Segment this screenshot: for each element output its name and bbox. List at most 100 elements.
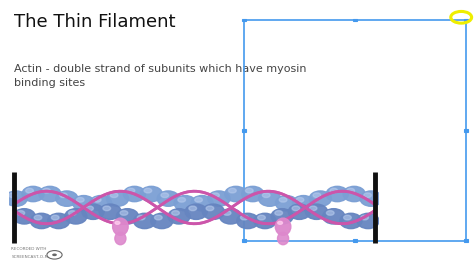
Ellipse shape bbox=[310, 191, 331, 206]
Ellipse shape bbox=[340, 213, 362, 229]
Ellipse shape bbox=[323, 209, 345, 224]
Ellipse shape bbox=[343, 186, 365, 202]
Ellipse shape bbox=[69, 211, 76, 215]
Ellipse shape bbox=[82, 204, 104, 219]
Ellipse shape bbox=[246, 188, 253, 193]
Ellipse shape bbox=[279, 198, 287, 202]
Ellipse shape bbox=[326, 186, 348, 202]
Ellipse shape bbox=[155, 215, 162, 220]
Bar bbox=[464, 129, 468, 132]
Ellipse shape bbox=[364, 193, 372, 198]
Ellipse shape bbox=[93, 198, 101, 202]
Ellipse shape bbox=[140, 186, 163, 202]
Bar bbox=[242, 19, 246, 21]
Ellipse shape bbox=[258, 215, 265, 220]
Ellipse shape bbox=[275, 196, 298, 211]
Ellipse shape bbox=[206, 206, 214, 211]
Ellipse shape bbox=[296, 198, 304, 202]
Ellipse shape bbox=[123, 186, 146, 202]
Ellipse shape bbox=[288, 204, 310, 219]
Bar bbox=[242, 239, 246, 242]
Ellipse shape bbox=[157, 191, 179, 206]
Ellipse shape bbox=[137, 215, 145, 220]
Ellipse shape bbox=[13, 209, 36, 224]
Ellipse shape bbox=[115, 221, 120, 224]
Ellipse shape bbox=[185, 204, 207, 219]
Ellipse shape bbox=[65, 209, 87, 224]
Ellipse shape bbox=[208, 191, 230, 206]
Ellipse shape bbox=[240, 215, 248, 220]
Ellipse shape bbox=[113, 218, 128, 235]
Ellipse shape bbox=[262, 193, 270, 198]
Ellipse shape bbox=[219, 209, 242, 224]
Ellipse shape bbox=[278, 221, 283, 224]
Ellipse shape bbox=[357, 213, 379, 229]
Ellipse shape bbox=[189, 206, 197, 211]
Ellipse shape bbox=[43, 188, 50, 193]
Bar bbox=[244, 20, 466, 241]
Text: SCREENCAST-O-MATIC: SCREENCAST-O-MATIC bbox=[11, 255, 57, 259]
Bar bbox=[353, 239, 357, 242]
Ellipse shape bbox=[172, 211, 179, 215]
Ellipse shape bbox=[39, 186, 61, 202]
Ellipse shape bbox=[278, 232, 289, 245]
Ellipse shape bbox=[99, 204, 121, 219]
Ellipse shape bbox=[178, 198, 185, 202]
Ellipse shape bbox=[271, 209, 293, 224]
Ellipse shape bbox=[327, 211, 334, 215]
Ellipse shape bbox=[30, 213, 53, 229]
Circle shape bbox=[47, 251, 62, 259]
Ellipse shape bbox=[228, 188, 236, 193]
Ellipse shape bbox=[9, 193, 17, 198]
Ellipse shape bbox=[134, 213, 155, 229]
Ellipse shape bbox=[47, 213, 70, 229]
Ellipse shape bbox=[168, 209, 190, 224]
Ellipse shape bbox=[292, 196, 315, 211]
Ellipse shape bbox=[242, 186, 264, 202]
Bar bbox=[242, 129, 246, 132]
Ellipse shape bbox=[144, 188, 152, 193]
Ellipse shape bbox=[191, 196, 213, 211]
Ellipse shape bbox=[86, 206, 93, 211]
Bar bbox=[464, 19, 468, 21]
Ellipse shape bbox=[361, 215, 368, 220]
Ellipse shape bbox=[237, 213, 259, 229]
Ellipse shape bbox=[347, 188, 355, 193]
Ellipse shape bbox=[195, 198, 202, 202]
Ellipse shape bbox=[254, 213, 276, 229]
Ellipse shape bbox=[223, 211, 231, 215]
Ellipse shape bbox=[225, 186, 247, 202]
Ellipse shape bbox=[103, 206, 110, 211]
Ellipse shape bbox=[120, 211, 128, 215]
Ellipse shape bbox=[202, 204, 224, 219]
Ellipse shape bbox=[5, 191, 27, 206]
Ellipse shape bbox=[161, 193, 169, 198]
Ellipse shape bbox=[17, 211, 25, 215]
Circle shape bbox=[52, 253, 57, 256]
Ellipse shape bbox=[73, 196, 95, 211]
Ellipse shape bbox=[275, 218, 291, 235]
Ellipse shape bbox=[90, 196, 112, 211]
Ellipse shape bbox=[151, 213, 173, 229]
Ellipse shape bbox=[22, 186, 44, 202]
Ellipse shape bbox=[51, 215, 59, 220]
Ellipse shape bbox=[292, 206, 300, 211]
Text: The Thin Filament: The Thin Filament bbox=[14, 13, 176, 31]
Bar bbox=[464, 239, 468, 242]
Ellipse shape bbox=[344, 215, 351, 220]
Ellipse shape bbox=[76, 198, 84, 202]
Ellipse shape bbox=[259, 191, 281, 206]
Ellipse shape bbox=[60, 193, 67, 198]
Text: Actin - double strand of subunits which have myosin
binding sites: Actin - double strand of subunits which … bbox=[14, 64, 307, 88]
Ellipse shape bbox=[115, 232, 126, 245]
Ellipse shape bbox=[107, 191, 128, 206]
Ellipse shape bbox=[110, 193, 118, 198]
Text: RECORDED WITH: RECORDED WITH bbox=[11, 247, 47, 251]
Ellipse shape bbox=[34, 215, 42, 220]
Ellipse shape bbox=[174, 196, 196, 211]
Ellipse shape bbox=[360, 191, 382, 206]
Ellipse shape bbox=[330, 188, 337, 193]
Ellipse shape bbox=[127, 188, 135, 193]
Ellipse shape bbox=[56, 191, 78, 206]
Ellipse shape bbox=[313, 193, 321, 198]
